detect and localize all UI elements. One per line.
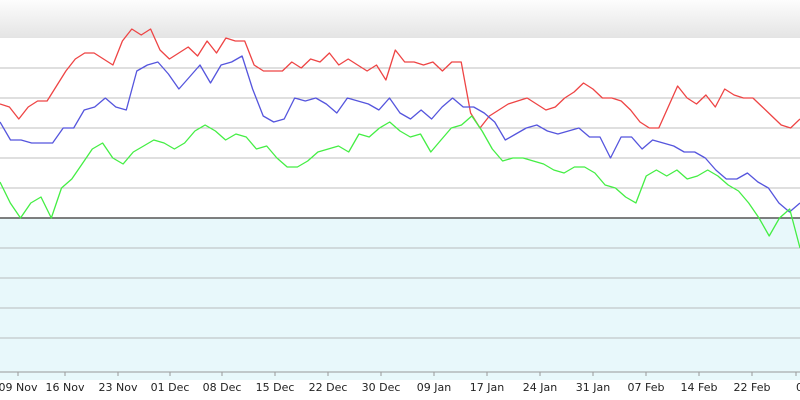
x-tick-label: 17 Jan <box>470 381 504 394</box>
series-line-1 <box>0 28 800 129</box>
x-tick-label: 07 Feb <box>628 381 665 394</box>
x-tick-label: 09 Jan <box>417 381 451 394</box>
series-line-2 <box>0 55 800 213</box>
x-tick-label: 24 Jan <box>523 381 557 394</box>
plot-background-lower <box>0 218 800 380</box>
series-line-3 <box>0 115 800 249</box>
series-layer <box>0 28 800 249</box>
header-bar <box>0 0 800 38</box>
x-tick-label: 01 <box>796 381 800 394</box>
x-tick-label: 01 Dec <box>151 381 190 394</box>
x-tick-label: 16 Nov <box>46 381 85 394</box>
grid-lines <box>0 67 800 373</box>
x-axis: 09 Nov 16 Nov 23 Nov 01 Dec 08 Dec 15 Dec 22 D… <box>0 372 800 394</box>
x-tick-label: 31 Jan <box>576 381 610 394</box>
x-tick-label: 23 Nov <box>99 381 138 394</box>
x-tick-label: 15 Dec <box>256 381 295 394</box>
x-tick-label: 09 Nov <box>0 381 38 394</box>
x-tick-label: 08 Dec <box>203 381 242 394</box>
x-tick-label: 22 Dec <box>309 381 348 394</box>
x-tick-label: 22 Feb <box>734 381 771 394</box>
x-tick-label: 30 Dec <box>362 381 401 394</box>
x-tick-label: 14 Feb <box>681 381 718 394</box>
